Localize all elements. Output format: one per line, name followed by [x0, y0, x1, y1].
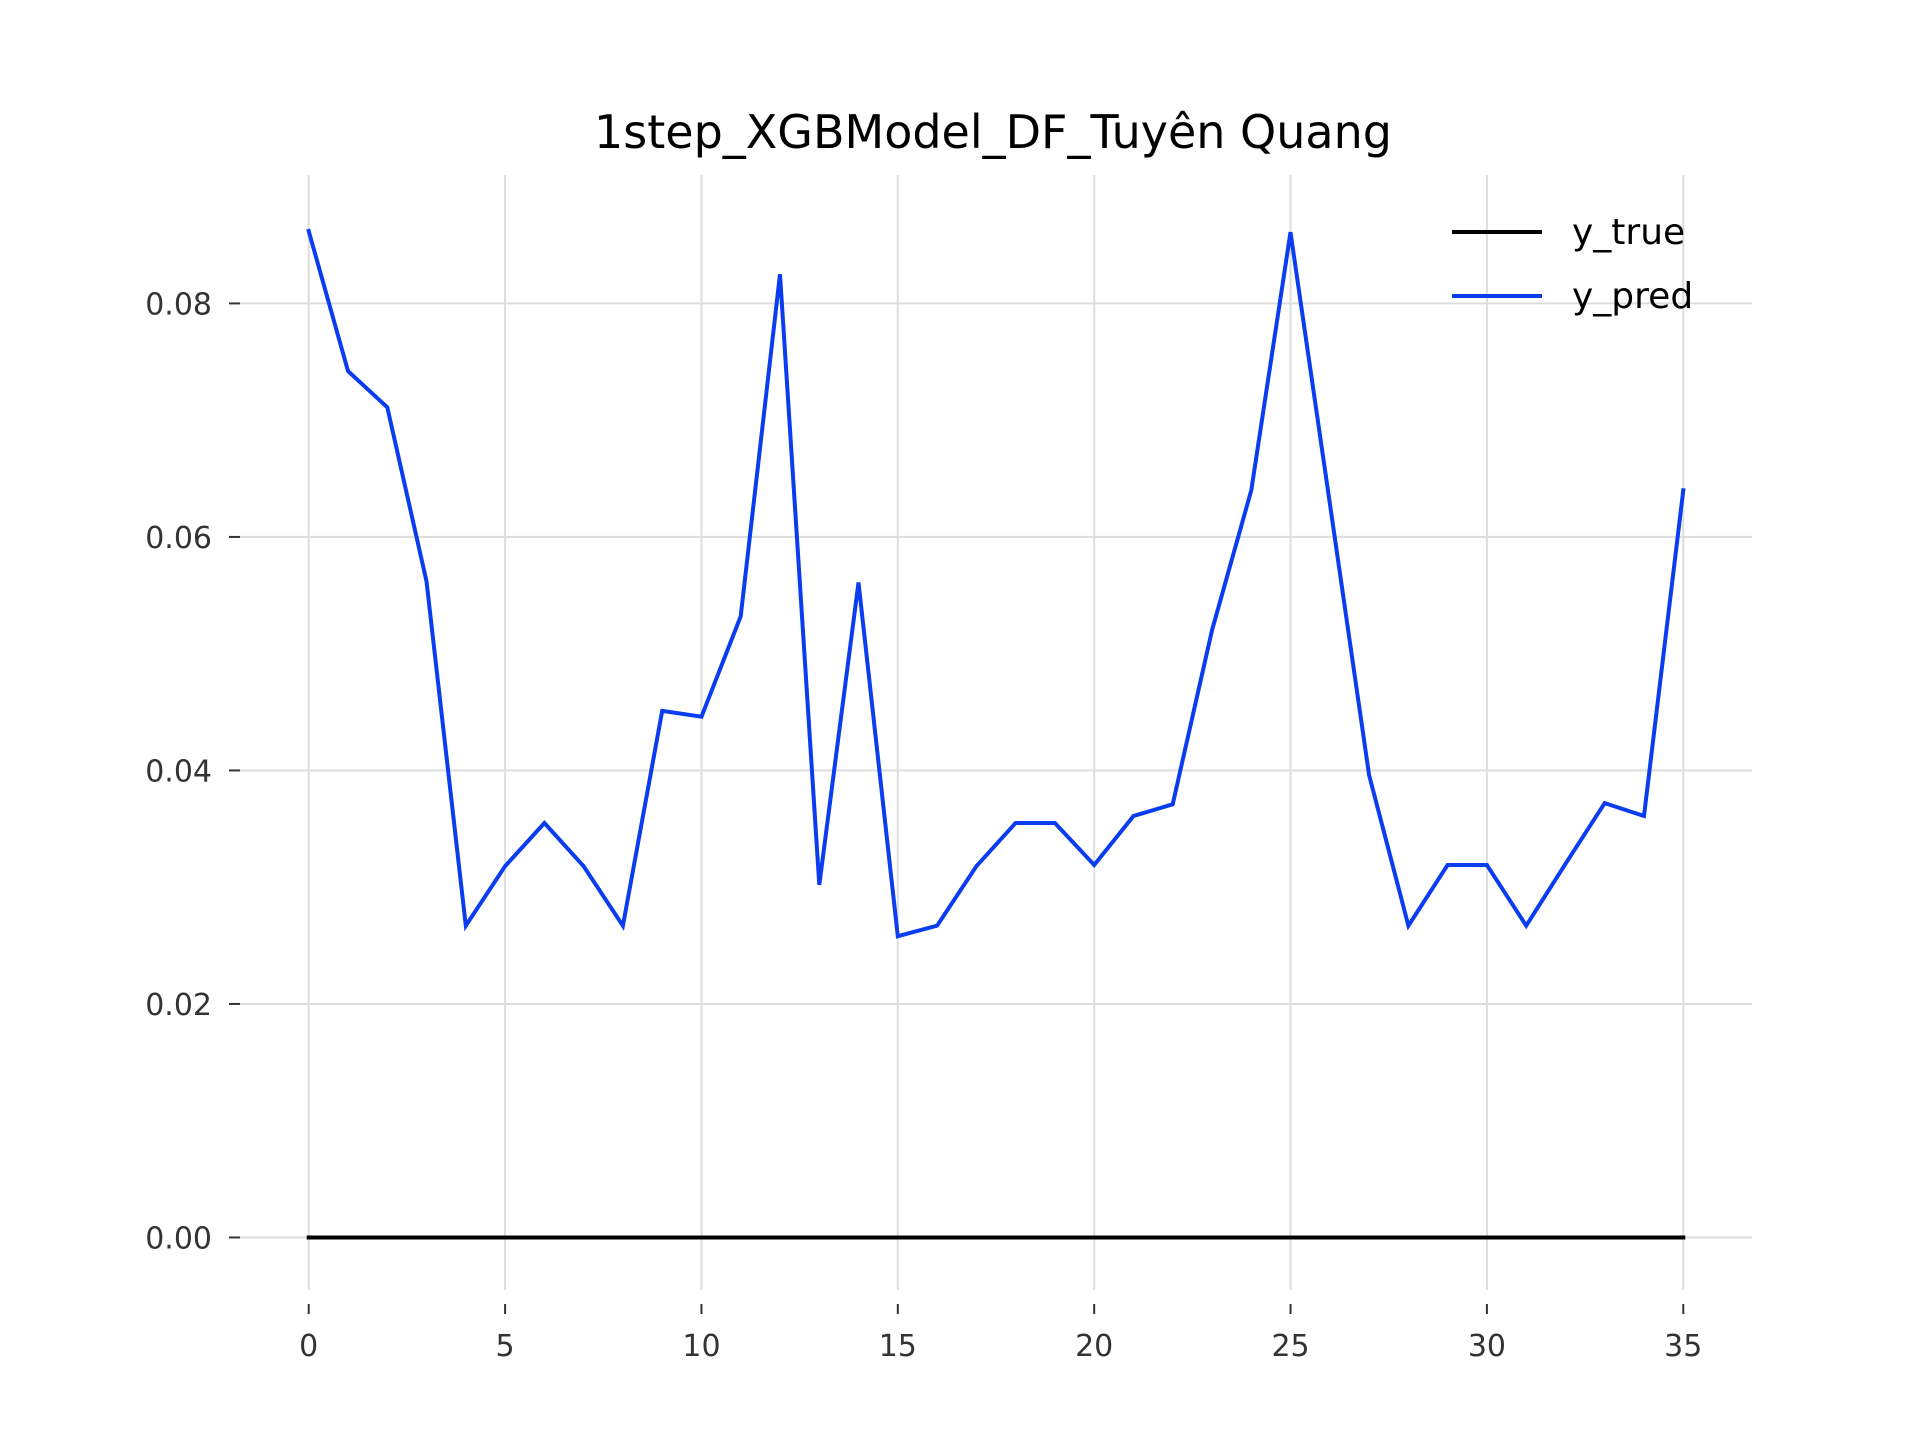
- y-axis: 0.00 0.02 0.04 0.06 0.08: [145, 287, 240, 1256]
- x-tick-label: 15: [879, 1329, 917, 1364]
- series-lines: [306, 228, 1686, 1240]
- y-tick-label: 0.00: [145, 1221, 212, 1256]
- x-tick-label: 35: [1664, 1329, 1702, 1364]
- x-tick-label: 10: [682, 1329, 720, 1364]
- x-tick-label: 30: [1468, 1329, 1506, 1364]
- x-tick-label: 20: [1075, 1329, 1113, 1364]
- y-tick-label: 0.02: [145, 988, 212, 1023]
- y-tick-label: 0.08: [145, 287, 212, 322]
- y-tick-label: 0.06: [145, 521, 212, 556]
- legend-label-y-pred: y_pred: [1572, 276, 1693, 317]
- x-tick-label: 5: [496, 1329, 515, 1364]
- legend-label-y-true: y_true: [1572, 212, 1685, 253]
- x-tick-label: 25: [1271, 1329, 1309, 1364]
- y-tick-label: 0.04: [145, 754, 212, 789]
- series-line-y-pred: [306, 228, 1686, 939]
- chart-title: 1step_XGBModel_DF_Tuyên Quang: [594, 105, 1392, 159]
- legend: y_true y_pred: [1452, 212, 1693, 317]
- x-tick-label: 0: [299, 1329, 318, 1364]
- grid-lines: [240, 175, 1752, 1290]
- x-axis: 0 5 10 15 20 25 30 35: [299, 1304, 1702, 1364]
